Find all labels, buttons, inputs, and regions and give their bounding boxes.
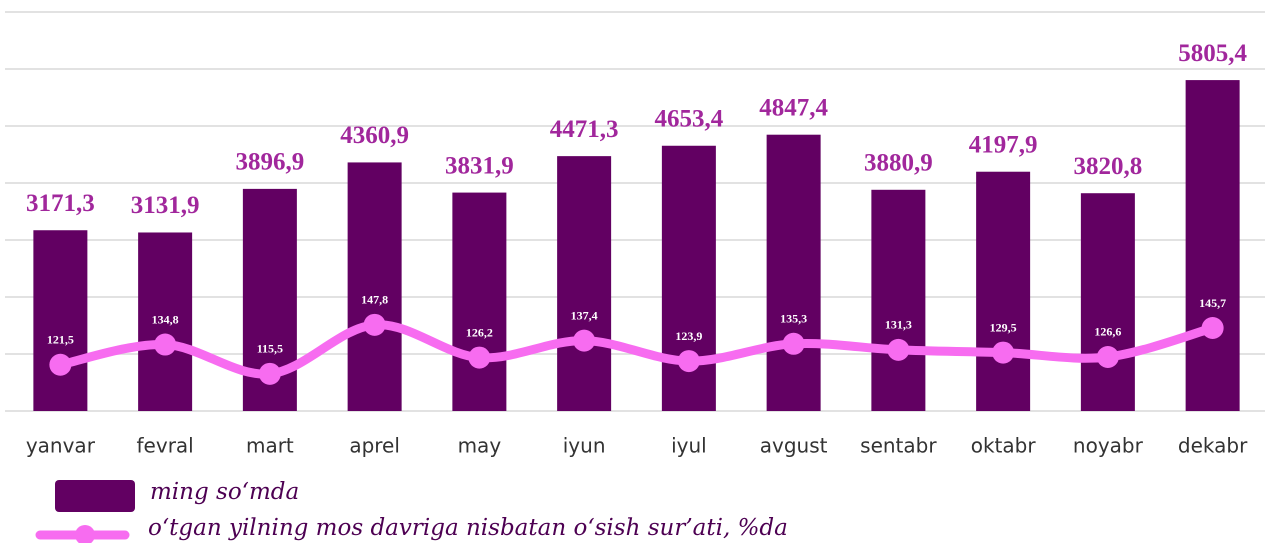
x-tick-label: oktabr (971, 434, 1037, 458)
x-tick-label: noyabr (1073, 434, 1144, 458)
bar (452, 192, 507, 411)
point-label: 134,8 (152, 312, 179, 326)
bar (138, 232, 193, 411)
value-label: 3880,9 (864, 150, 933, 177)
point-label: 137,4 (571, 308, 598, 322)
line-point (992, 341, 1015, 364)
point-label: 131,3 (885, 318, 912, 332)
x-tick-label: may (458, 434, 502, 458)
point-label: 145,7 (1199, 296, 1226, 310)
x-tick-label: dekabr (1178, 434, 1248, 458)
value-label: 4847,4 (759, 94, 828, 121)
line-point (154, 333, 177, 356)
line (55, 320, 1218, 379)
x-tick-label: fevral (137, 434, 194, 458)
bar (871, 189, 926, 411)
value-label: 3831,9 (445, 152, 514, 179)
value-label: 5805,4 (1178, 40, 1247, 67)
bar (33, 230, 88, 411)
bar (557, 156, 612, 411)
x-tick-label: iyun (563, 434, 606, 458)
bar (976, 171, 1031, 411)
line-point (677, 350, 700, 373)
point-label: 147,8 (361, 293, 388, 307)
legend-label: o‘tgan yilning mos davriga nisbatan o‘si… (148, 515, 788, 541)
point-label: 135,3 (780, 312, 807, 326)
x-tick-label: aprel (349, 434, 400, 458)
legend-label: ming so‘mda (150, 479, 299, 505)
line-point (1201, 317, 1224, 340)
value-label: 4197,9 (969, 131, 1038, 158)
bar (766, 134, 821, 412)
point-label: 129,5 (990, 320, 1017, 334)
x-tick-label: yanvar (26, 434, 96, 458)
value-label: 3896,9 (236, 149, 305, 176)
value-label: 3131,9 (131, 192, 200, 219)
point-label: 126,2 (466, 325, 493, 339)
value-label: 3171,3 (26, 190, 95, 217)
bar (1185, 80, 1240, 412)
value-label: 4471,3 (550, 116, 619, 143)
point-label: 121,5 (47, 332, 74, 346)
line-point (363, 313, 386, 336)
x-tick-label: sentabr (860, 434, 937, 458)
point-label: 123,9 (675, 329, 702, 343)
line-point (573, 329, 596, 352)
bar (1080, 193, 1135, 411)
legend-swatch (55, 480, 135, 512)
x-tick-label: avgust (760, 434, 828, 458)
line-point (258, 362, 281, 385)
point-label: 126,6 (1094, 325, 1121, 339)
value-label: 4653,4 (655, 105, 724, 132)
line-point (468, 346, 491, 369)
line-point (49, 353, 72, 376)
bar (347, 162, 402, 411)
line-point (1096, 345, 1119, 368)
value-label: 3820,8 (1074, 153, 1143, 180)
point-label: 115,5 (257, 342, 283, 356)
value-label: 4360,9 (340, 122, 409, 149)
x-tick-label: mart (246, 434, 294, 458)
x-tick-label: iyul (671, 434, 707, 458)
line-point (887, 338, 910, 361)
legend-swatch (75, 525, 95, 543)
line-point (782, 332, 805, 355)
